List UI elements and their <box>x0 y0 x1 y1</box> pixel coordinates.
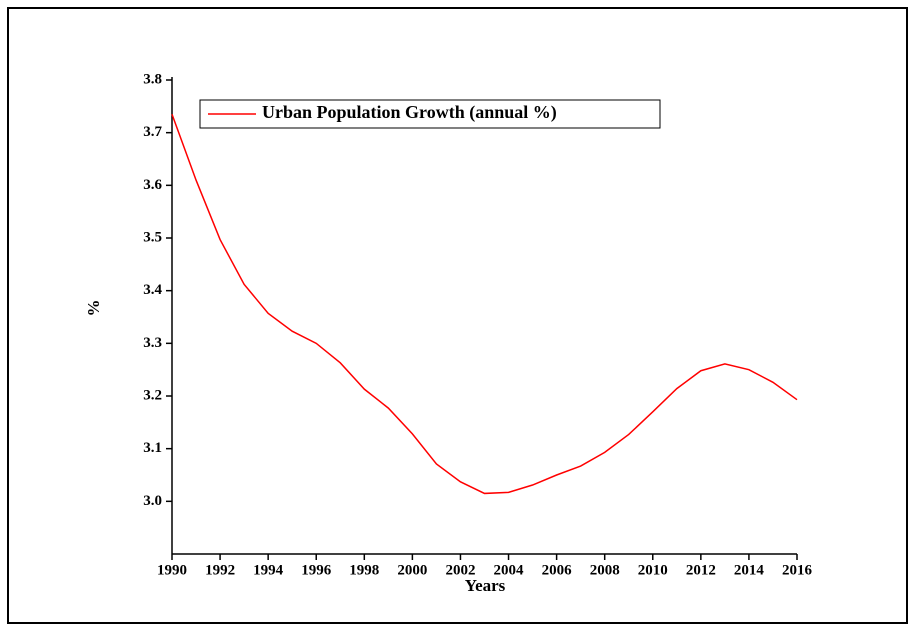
legend-label: Urban Population Growth (annual %) <box>262 102 557 123</box>
frame <box>7 7 908 624</box>
legend-box <box>199 99 661 129</box>
x-tick-label: 1994 <box>253 562 284 578</box>
x-tick-label: 2004 <box>494 562 525 578</box>
x-tick-label: 1996 <box>301 562 332 578</box>
x-tick-label: 2012 <box>686 562 716 578</box>
x-tick-label: 2000 <box>397 562 427 578</box>
x-axis-label: Years <box>465 576 506 595</box>
x-tick-label: 2008 <box>590 562 620 578</box>
y-tick-label: 3.7 <box>143 124 162 140</box>
data-line <box>171 113 798 495</box>
y-tick-label: 3.3 <box>143 335 162 351</box>
y-tick-label: 3.1 <box>143 440 162 456</box>
x-tick-label: 2016 <box>782 562 813 578</box>
x-tick-label: 2014 <box>734 562 765 578</box>
y-axis-label: % <box>84 300 103 317</box>
x-tick-label: 1992 <box>205 562 235 578</box>
y-tick-label: 3.6 <box>143 177 162 193</box>
x-tick-label: 2010 <box>638 562 668 578</box>
y-tick-label: 3.4 <box>143 282 162 298</box>
y-tick-label: 3.2 <box>143 387 162 403</box>
y-tick-label: 3.5 <box>143 229 162 245</box>
x-tick-label: 1998 <box>349 562 379 578</box>
y-tick-label: 3.8 <box>143 71 162 87</box>
x-tick-label: 1990 <box>157 562 187 578</box>
x-tick-label: 2002 <box>445 562 475 578</box>
y-tick-label: 3.0 <box>143 493 162 509</box>
x-tick-label: 2006 <box>542 562 573 578</box>
